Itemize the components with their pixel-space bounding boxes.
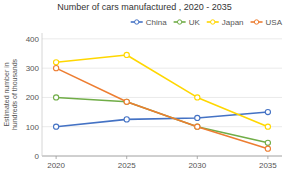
legend-item: UK bbox=[174, 18, 201, 27]
grid-line bbox=[42, 156, 282, 157]
legend-marker bbox=[211, 20, 215, 24]
point bbox=[124, 52, 129, 57]
legend-marker bbox=[135, 20, 139, 24]
marks bbox=[54, 52, 271, 151]
point bbox=[265, 140, 270, 145]
point bbox=[54, 124, 59, 129]
y-tick-label: 400 bbox=[26, 35, 40, 44]
x-tick bbox=[267, 156, 268, 159]
legend: China UK Japan USA bbox=[131, 18, 283, 27]
grid bbox=[42, 39, 282, 156]
legend-marker bbox=[254, 20, 258, 24]
x-axis-line bbox=[42, 156, 282, 157]
grid-line bbox=[42, 68, 282, 69]
point bbox=[195, 124, 200, 129]
grid-line bbox=[42, 126, 282, 127]
title: Number of cars manufactured , 2020 - 203… bbox=[57, 2, 232, 12]
grid-line bbox=[42, 38, 282, 39]
legend-label: Japan bbox=[222, 18, 244, 27]
legend-item: USA bbox=[251, 18, 283, 27]
x-tick bbox=[197, 156, 198, 159]
chart: Number of cars manufactured , 2020 - 203… bbox=[0, 0, 289, 174]
x-tick bbox=[56, 156, 57, 159]
point bbox=[124, 99, 129, 104]
point bbox=[195, 95, 200, 100]
y-tick-label: 100 bbox=[26, 123, 40, 132]
legend-label: UK bbox=[189, 18, 201, 27]
x-tick-label: 2030 bbox=[188, 161, 206, 170]
grid-line bbox=[42, 97, 282, 98]
y-axis-line bbox=[42, 33, 43, 156]
legend-marker bbox=[177, 20, 181, 24]
point bbox=[265, 124, 270, 129]
x-tick-label: 2020 bbox=[47, 161, 65, 170]
point bbox=[124, 99, 129, 104]
legend-item: China bbox=[131, 18, 167, 27]
point bbox=[54, 66, 59, 71]
chart-container: Number of cars manufactured , 2020 - 203… bbox=[0, 0, 289, 174]
series-line bbox=[56, 55, 268, 127]
y-axis-label-line: hundreds of thousands bbox=[11, 58, 18, 130]
series-line bbox=[56, 97, 268, 142]
point bbox=[54, 95, 59, 100]
x-tick bbox=[126, 156, 127, 159]
point bbox=[54, 60, 59, 65]
point bbox=[265, 109, 270, 114]
point bbox=[124, 117, 129, 122]
y-tick-label: 200 bbox=[26, 93, 40, 102]
legend-item: Japan bbox=[207, 18, 244, 27]
y-tick-label: 300 bbox=[26, 64, 40, 73]
legend-label: China bbox=[146, 18, 167, 27]
legend-label: USA bbox=[266, 18, 283, 27]
x-tick-label: 2035 bbox=[259, 161, 277, 170]
y-axis-label-line: Estimated number in bbox=[3, 62, 10, 126]
series-line bbox=[56, 68, 268, 149]
y-tick-label: 0 bbox=[35, 152, 40, 161]
point bbox=[195, 124, 200, 129]
point bbox=[265, 146, 270, 151]
point bbox=[195, 115, 200, 120]
x-tick-label: 2025 bbox=[118, 161, 136, 170]
y-axis-label: Estimated number inhundreds of thousands bbox=[3, 58, 18, 130]
